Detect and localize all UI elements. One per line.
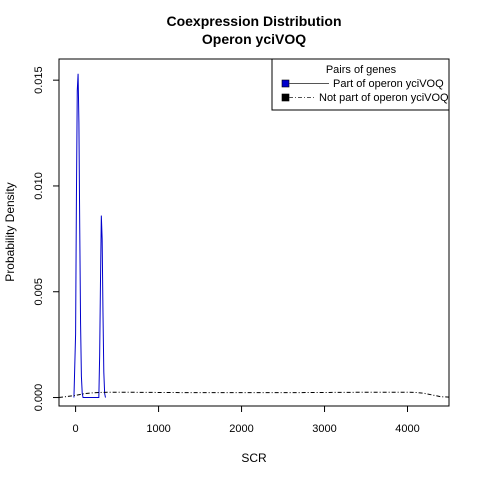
y-axis-label: Probability Density [3,182,17,281]
x-tick-label: 3000 [312,423,336,435]
y-tick-label: 0.000 [33,384,45,412]
x-tick-label: 1000 [146,423,170,435]
y-tick-label: 0.005 [33,278,45,306]
legend-swatch-part [281,79,290,88]
legend-entry-not-part: Not part of operon yciVOQ [319,92,449,104]
x-tick-label: 2000 [229,423,253,435]
legend-title: Pairs of genes [326,64,397,76]
x-axis-label: SCR [241,451,267,465]
chart-subtitle: Operon yciVOQ [202,31,306,47]
legend-entry-part: Part of operon yciVOQ [333,78,444,90]
y-tick-label: 0.015 [33,66,45,94]
legend-swatch-not-part [281,93,290,102]
x-tick-label: 4000 [395,423,419,435]
chart-title: Coexpression Distribution [166,13,341,29]
legend: Pairs of genes Part of operon yciVOQ Not… [271,58,450,111]
series-line-part-of-operon [73,73,106,399]
legend-box [271,58,450,111]
y-axis: 0.000 0.005 0.010 0.015 [33,66,59,411]
y-tick-label: 0.010 [33,172,45,200]
series-layer [58,73,450,399]
x-tick-label: 0 [73,423,79,435]
plot-frame [58,58,450,407]
x-axis: 0 1000 2000 3000 4000 [73,406,420,435]
series-line-not-part-of-operon [58,391,450,399]
